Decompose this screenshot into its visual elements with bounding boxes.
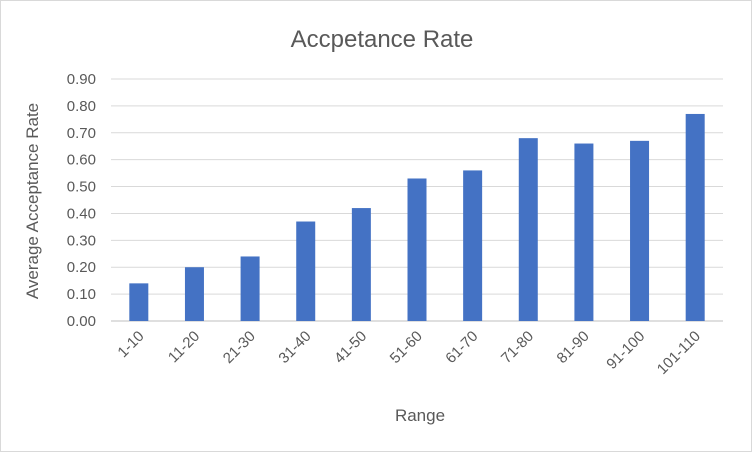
- x-axis-label: Range: [395, 406, 445, 425]
- x-tick-labels: 1-10 11-20 21-30 31-40 41-50 51-60 61-70 71-80 8…: [114, 328, 704, 378]
- x-tick-label: 61-70: [442, 328, 481, 367]
- bar-101-110: [685, 113, 705, 321]
- y-tick-label: 0.90: [67, 71, 96, 88]
- y-tick-label: 0.10: [67, 286, 96, 303]
- bar-51-60: [407, 178, 427, 321]
- bar-91-100: [630, 140, 650, 321]
- bar-11-20: [184, 267, 204, 321]
- y-tick-label: 0.00: [67, 313, 96, 330]
- y-tick-labels: 0.00 0.10 0.20 0.30 0.40 0.50 0.60 0.70 0.80 0.90: [67, 71, 96, 330]
- x-tick-label: 1-10: [114, 328, 147, 361]
- bar-41-50: [351, 208, 371, 321]
- bar-21-30: [240, 256, 260, 321]
- x-tick-label: 31-40: [275, 328, 314, 367]
- x-tick-label: 21-30: [220, 328, 259, 367]
- bar-71-80: [518, 138, 538, 321]
- y-tick-label: 0.40: [67, 205, 96, 222]
- y-tick-label: 0.20: [67, 259, 96, 276]
- x-tick-label: 91-100: [603, 328, 648, 373]
- x-tick-label: 41-50: [331, 328, 370, 367]
- bars: [129, 113, 705, 321]
- bar-1-10: [129, 283, 149, 321]
- bar-61-70: [463, 170, 483, 321]
- chart-title: Accpetance Rate: [291, 26, 474, 53]
- y-tick-label: 0.80: [67, 98, 96, 115]
- x-tick-label: 51-60: [387, 328, 426, 367]
- x-tick-label: 71-80: [498, 328, 537, 367]
- y-tick-label: 0.30: [67, 232, 96, 249]
- x-tick-label: 81-90: [554, 328, 593, 367]
- x-tick-label: 11-20: [165, 328, 203, 366]
- x-tick-label: 101-110: [654, 328, 704, 378]
- y-axis-label: Average Acceptance Rate: [23, 103, 42, 299]
- y-tick-label: 0.60: [67, 152, 96, 169]
- bar-31-40: [296, 221, 316, 321]
- y-tick-label: 0.70: [67, 125, 96, 142]
- y-tick-label: 0.50: [67, 179, 96, 196]
- bar-81-90: [574, 143, 594, 321]
